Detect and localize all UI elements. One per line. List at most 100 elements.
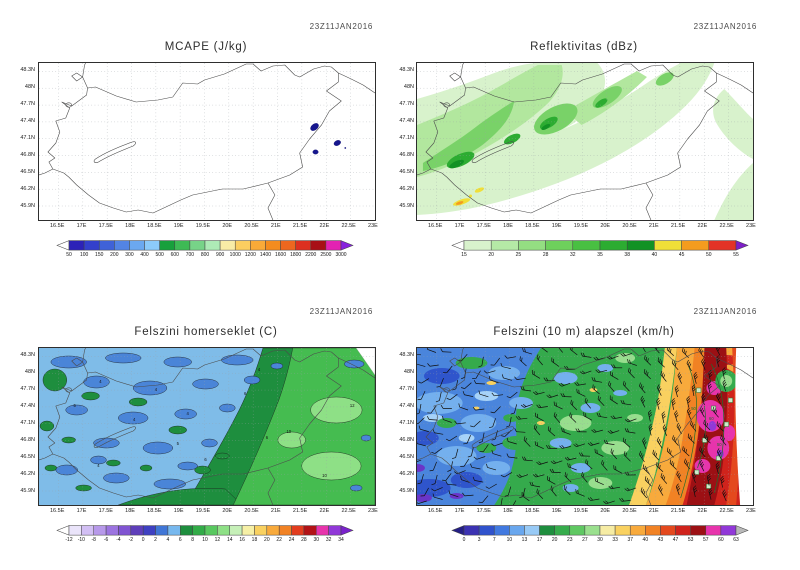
- wind-barb: [543, 377, 555, 382]
- wind-barb: [652, 449, 660, 461]
- wind-barb: [559, 445, 571, 449]
- wind-barb: [514, 428, 526, 433]
- colorbar-tick-label: 37: [627, 537, 633, 542]
- wind-barb: [622, 380, 630, 392]
- wind-barb: [660, 370, 667, 382]
- lat-tick-label: 47.4N: [20, 403, 35, 409]
- colorbar-tick-label: -6: [104, 537, 109, 542]
- wind-barb: [644, 476, 652, 487]
- colorbar-tick-label: 500: [156, 252, 164, 257]
- country-borders: [39, 63, 375, 220]
- colorbar-cell: [539, 525, 555, 536]
- wind-barb: [461, 382, 472, 389]
- wind-barb: [643, 368, 651, 380]
- wind-barb: [644, 355, 652, 366]
- colorbar-tick-label: 27: [582, 537, 588, 542]
- wind-barb: [442, 473, 452, 481]
- lat-tick-label: 47.4N: [20, 118, 35, 124]
- lon-tick-label: 19.5E: [195, 223, 211, 229]
- wind-barb: [656, 397, 661, 410]
- wind-barb: [682, 348, 689, 359]
- lon-tick-label: 17.5E: [476, 508, 491, 514]
- wind-barb: [624, 428, 636, 434]
- colorbar-tick-label: 600: [171, 252, 179, 257]
- colorbar-tick-label: 17: [537, 537, 543, 542]
- wind-barb: [478, 390, 489, 398]
- wind-barb: [574, 382, 586, 386]
- wind-barb: [707, 381, 712, 394]
- colorbar-cell: [68, 240, 85, 251]
- wind-barb: [532, 391, 545, 395]
- lon-tick-label: 21.5E: [670, 508, 686, 514]
- colorbar-tick-label: 32: [570, 252, 576, 257]
- temperature-colorbar: -12 -10 -8 -6 -4 -2 0 2 4 6 8 10 12 14 16 18 20 22 24 28 30 3…: [55, 524, 355, 543]
- wind-barb: [692, 485, 698, 498]
- colorbar-cell: [660, 525, 676, 536]
- colorbar-cell: [708, 240, 737, 251]
- timestamp: 23Z11JAN2016: [309, 307, 373, 316]
- wind-barb: [608, 381, 615, 392]
- wind-barb: [686, 407, 692, 420]
- colorbar-cell: [626, 240, 655, 251]
- wind-barbs-layer: [417, 348, 727, 505]
- wind-barb: [417, 474, 424, 485]
- lon-tick-label: 19E: [551, 223, 562, 229]
- panel-wind: 23Z11JAN2016 Felszini (10 m) alapszel (k…: [399, 285, 800, 570]
- wind-barb: [686, 359, 692, 372]
- lat-tick-label: 46.8N: [399, 152, 414, 158]
- wind-barb: [491, 449, 502, 457]
- colorbar-tick-label: 10: [507, 537, 513, 542]
- colorbar-tick-label: 100: [80, 252, 88, 257]
- colorbar-cell: [266, 525, 280, 536]
- wind-barb: [470, 420, 481, 428]
- lat-tick-label: 45.9N: [20, 203, 35, 209]
- wind-barb: [534, 441, 544, 450]
- lon-tick-label: 18E: [503, 508, 513, 514]
- colorbar-tick-label: 16: [239, 537, 245, 542]
- wind-barb: [448, 490, 459, 498]
- lon-tick-label: 22E: [697, 508, 708, 514]
- colorbar-cell: [155, 525, 169, 536]
- wind-barb: [570, 399, 578, 411]
- wind-barb: [561, 427, 571, 435]
- colorbar-tick-label: 0: [142, 537, 145, 542]
- colorbar-tick-label: 0: [463, 537, 466, 542]
- colorbar-tick-label: 43: [658, 537, 664, 542]
- colorbar-cell: [328, 525, 342, 536]
- wind-barb: [622, 437, 631, 448]
- reflectivity-shading: [417, 63, 753, 220]
- lon-tick-label: 20E: [222, 508, 233, 514]
- colorbar-cell: [265, 240, 281, 251]
- lon-tick-label: 21E: [270, 508, 281, 514]
- lon-tick-label: 23E: [746, 508, 756, 514]
- lon-tick-label: 20E: [600, 223, 611, 229]
- wind-barb: [458, 403, 469, 411]
- colorbar-tick-label: 20: [488, 252, 494, 257]
- lon-tick-label: 16.5E: [428, 508, 443, 514]
- wind-barb: [417, 417, 425, 425]
- wind-barb: [432, 429, 444, 435]
- colorbar-cell: [250, 240, 266, 251]
- colorbar-tick-label: 53: [688, 537, 694, 542]
- lat-tick-label: 46.8N: [20, 437, 35, 443]
- wind-barb: [516, 474, 529, 478]
- wind-barb: [506, 391, 518, 399]
- lat-tick-label: 47.7N: [399, 101, 414, 107]
- wind-barb: [666, 447, 675, 458]
- map-frame: 50 50 60: [416, 347, 754, 506]
- lat-tick-label: 47.7N: [20, 386, 35, 392]
- colorbar-tick-label: -10: [78, 537, 85, 542]
- colorbar-tick-label: 4: [167, 537, 170, 542]
- contour-label: 5: [177, 441, 180, 446]
- wind-barb: [603, 500, 615, 505]
- wind-barb: [647, 409, 653, 422]
- lat-tick-label: 48N: [24, 84, 35, 90]
- colorbar-cell: [280, 240, 296, 251]
- colorbar-cell: [189, 240, 206, 251]
- colorbar-cell: [129, 240, 145, 251]
- wind-barb: [662, 424, 668, 436]
- wind-barb: [656, 384, 662, 396]
- wind-barb: [581, 471, 588, 483]
- lon-tick-label: 18.5E: [525, 508, 540, 514]
- lat-tick-label: 48.3N: [20, 67, 35, 73]
